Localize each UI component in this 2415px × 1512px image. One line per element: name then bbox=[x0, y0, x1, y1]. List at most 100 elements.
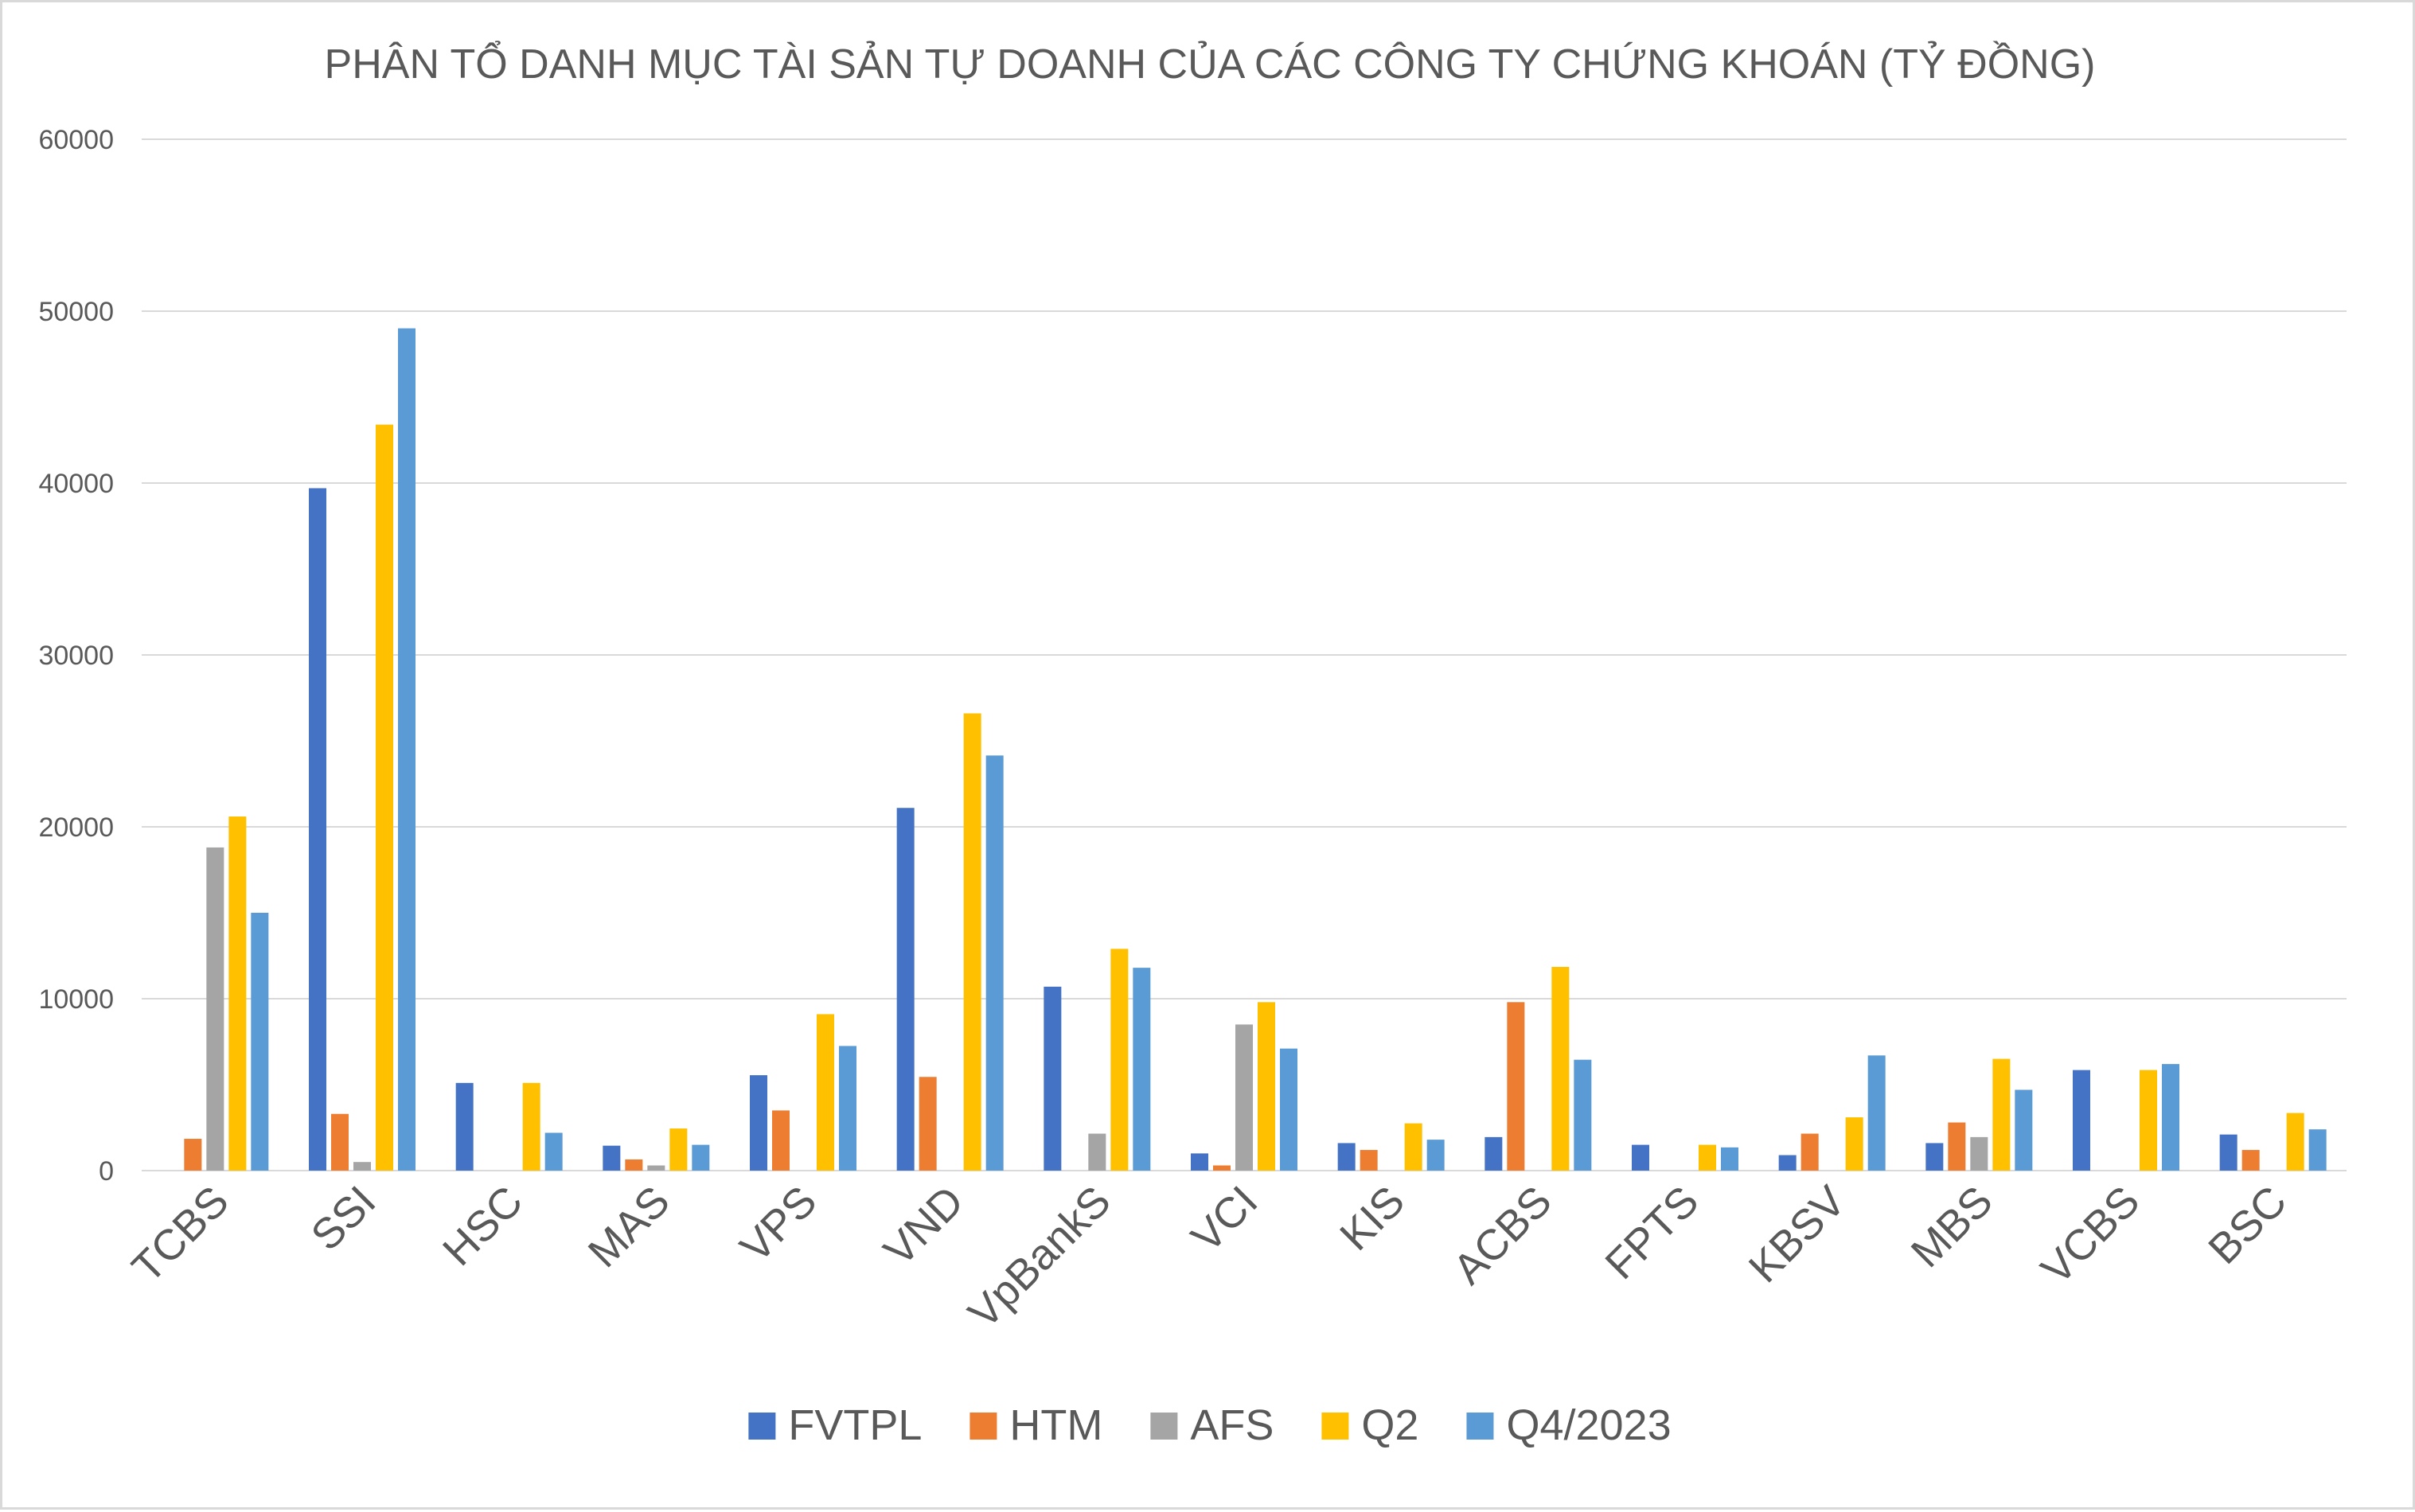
bar-mas-afs bbox=[647, 1165, 665, 1171]
legend-swatch bbox=[1150, 1413, 1178, 1440]
bar-hsc-fvtpl bbox=[455, 1082, 474, 1171]
bar-bsc-fvtpl bbox=[2219, 1134, 2237, 1171]
bar-hsc-q42023 bbox=[544, 1132, 563, 1171]
bar-vps-q2 bbox=[817, 1014, 834, 1171]
legend-label: FVTPL bbox=[788, 1401, 922, 1449]
bar-vci-q2 bbox=[1258, 1002, 1275, 1171]
x-tick-label: SSI bbox=[302, 1177, 385, 1260]
bar-kbsv-q2 bbox=[1845, 1117, 1863, 1171]
bar-bsc-q42023 bbox=[2308, 1129, 2327, 1171]
bar-kis-htm bbox=[1360, 1150, 1378, 1171]
bar-tcbs-q42023 bbox=[251, 913, 269, 1171]
bar-ssi-q2 bbox=[376, 424, 393, 1171]
legend-label: Q2 bbox=[1361, 1401, 1418, 1449]
bar-vpbanks-afs bbox=[1088, 1133, 1106, 1171]
legend-label: HTM bbox=[1009, 1401, 1102, 1449]
bar-bsc-htm bbox=[2241, 1150, 2260, 1171]
bar-tcbs-afs bbox=[206, 847, 224, 1171]
bar-vps-q42023 bbox=[839, 1046, 856, 1171]
bar-vps-htm bbox=[772, 1110, 790, 1171]
bar-bsc-q2 bbox=[2286, 1113, 2304, 1171]
bars-layer bbox=[184, 328, 2327, 1171]
bar-acbs-htm bbox=[1507, 1002, 1525, 1171]
bar-vci-q42023 bbox=[1280, 1048, 1297, 1171]
legend-swatch bbox=[1466, 1413, 1494, 1440]
grid-layer: 0 10000 20000 30000 40000 50000 60000 bbox=[38, 125, 2347, 1187]
bar-fpts-fvtpl bbox=[1632, 1144, 1649, 1171]
x-tick-label: VpBankS bbox=[959, 1177, 1120, 1338]
bar-acbs-fvtpl bbox=[1485, 1136, 1503, 1171]
y-tick-label: 20000 bbox=[38, 813, 114, 843]
bar-vci-htm bbox=[1213, 1165, 1231, 1171]
y-tick-label: 10000 bbox=[38, 984, 114, 1015]
x-tick-label: VND bbox=[875, 1177, 973, 1275]
bar-mas-q2 bbox=[669, 1128, 688, 1171]
bar-vcbs-q2 bbox=[2140, 1070, 2157, 1171]
x-tick-label: MAS bbox=[579, 1177, 679, 1276]
bar-vcbs-q42023 bbox=[2162, 1064, 2179, 1171]
bar-mbs-q2 bbox=[1992, 1058, 2011, 1171]
bar-mas-q42023 bbox=[692, 1144, 710, 1171]
y-tick-label: 60000 bbox=[38, 125, 114, 155]
y-tick-label: 0 bbox=[99, 1156, 114, 1187]
x-tick-label: KIS bbox=[1331, 1177, 1414, 1260]
bar-kis-q2 bbox=[1404, 1123, 1422, 1171]
bar-vpbanks-fvtpl bbox=[1044, 986, 1062, 1171]
bar-kis-q42023 bbox=[1426, 1140, 1445, 1171]
bar-vci-fvtpl bbox=[1191, 1153, 1208, 1171]
legend-label: AFS bbox=[1190, 1401, 1274, 1449]
bar-vnd-htm bbox=[919, 1077, 937, 1171]
legend-swatch bbox=[748, 1413, 776, 1440]
bar-kbsv-q42023 bbox=[1867, 1055, 1886, 1171]
x-tick-label: VPS bbox=[732, 1177, 826, 1272]
chart-title: PHÂN TỔ DANH MỤC TÀI SẢN TỰ DOANH CỦA CÁ… bbox=[325, 41, 2096, 88]
bar-mbs-q42023 bbox=[2015, 1089, 2033, 1171]
bar-ssi-q42023 bbox=[398, 328, 416, 1171]
bar-vnd-q42023 bbox=[985, 755, 1004, 1171]
bar-ssi-htm bbox=[331, 1113, 349, 1171]
y-tick-label: 50000 bbox=[38, 297, 114, 327]
x-tick-label: TCBS bbox=[123, 1177, 238, 1292]
bar-acbs-q2 bbox=[1551, 967, 1570, 1171]
y-tick-label: 30000 bbox=[38, 641, 114, 671]
bar-kbsv-htm bbox=[1801, 1133, 1819, 1171]
x-tick-label: FPTS bbox=[1596, 1177, 1707, 1288]
legend: FVTPL HTM AFS Q2 Q4/2023 bbox=[748, 1401, 1672, 1449]
bar-fpts-q42023 bbox=[1721, 1147, 1738, 1171]
legend-label: Q4/2023 bbox=[1506, 1401, 1671, 1449]
bar-acbs-q42023 bbox=[1574, 1059, 1592, 1171]
bar-ssi-fvtpl bbox=[309, 488, 326, 1171]
bar-tcbs-htm bbox=[184, 1139, 202, 1171]
x-tick-label: VCBS bbox=[2032, 1177, 2148, 1293]
legend-swatch bbox=[970, 1413, 997, 1440]
x-tick-label: ACBS bbox=[1444, 1177, 1560, 1293]
bar-kis-fvtpl bbox=[1337, 1143, 1356, 1171]
x-tick-label: KBSV bbox=[1740, 1177, 1855, 1292]
bar-vci-afs bbox=[1235, 1024, 1253, 1171]
x-tick-label: HSC bbox=[434, 1177, 532, 1275]
bar-vpbanks-q42023 bbox=[1133, 968, 1151, 1171]
bar-tcbs-q2 bbox=[228, 816, 247, 1171]
bar-vps-fvtpl bbox=[750, 1075, 767, 1171]
bar-mbs-htm bbox=[1948, 1122, 1966, 1171]
x-tick-label: MBS bbox=[1902, 1177, 2002, 1276]
x-tick-label: BSC bbox=[2199, 1177, 2296, 1273]
bar-vcbs-fvtpl bbox=[2073, 1070, 2090, 1171]
bar-mas-fvtpl bbox=[603, 1145, 621, 1171]
bar-mbs-fvtpl bbox=[1925, 1143, 1944, 1171]
bar-vnd-q2 bbox=[963, 713, 981, 1171]
x-tick-label: VCI bbox=[1182, 1177, 1266, 1261]
bar-mas-htm bbox=[625, 1159, 643, 1171]
bar-mbs-afs bbox=[1970, 1136, 1988, 1171]
bar-vpbanks-q2 bbox=[1110, 949, 1129, 1171]
bar-ssi-afs bbox=[353, 1162, 371, 1171]
legend-swatch bbox=[1321, 1413, 1349, 1440]
bar-hsc-q2 bbox=[522, 1082, 540, 1171]
bar-vnd-fvtpl bbox=[896, 808, 915, 1171]
bar-kbsv-fvtpl bbox=[1778, 1155, 1797, 1171]
y-tick-label: 40000 bbox=[38, 469, 114, 499]
bar-fpts-q2 bbox=[1699, 1144, 1716, 1171]
